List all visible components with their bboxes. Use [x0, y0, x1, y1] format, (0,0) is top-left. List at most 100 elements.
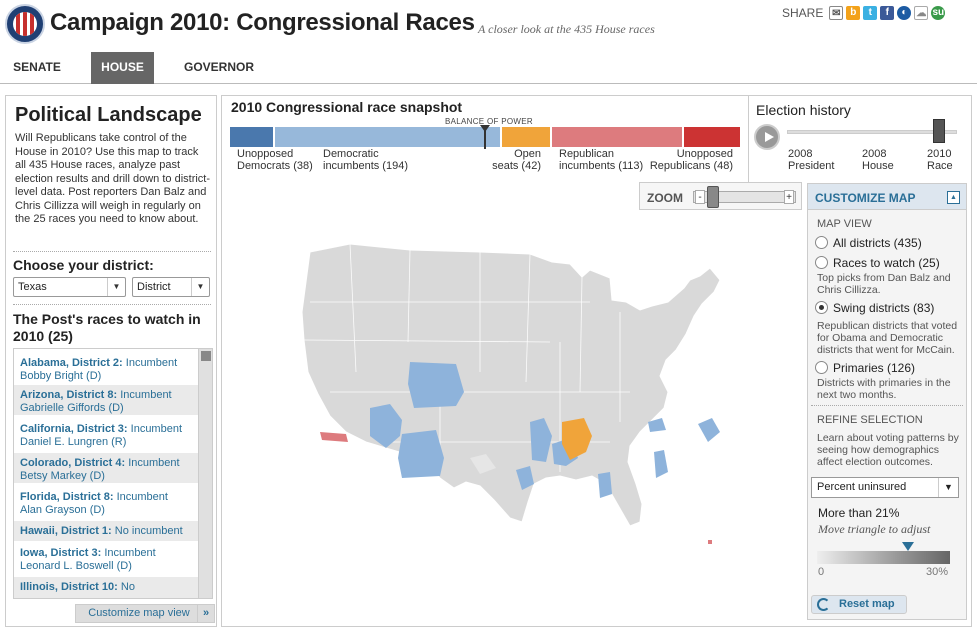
threshold-gradient-slider[interactable] [817, 551, 950, 564]
customize-map-header[interactable]: CUSTOMIZE MAP ▲ [807, 183, 967, 210]
customize-map-view-button[interactable]: Customize map view [75, 604, 203, 623]
delicious-icon[interactable]: ☁ [914, 6, 929, 20]
share-bar: SHARE ✉ b t f ◐ ☁ su [782, 6, 946, 20]
threshold-text: More than 21% [818, 506, 900, 520]
list-item[interactable]: Colorado, District 4: Incumbent Betsy Mar… [14, 453, 198, 483]
zoom-control: ZOOM - + [639, 182, 802, 210]
map-view-label: MAP VIEW [817, 218, 872, 230]
bar-democratic-incumbents[interactable] [275, 127, 500, 147]
district-southeast-swing [598, 472, 612, 498]
list-item[interactable]: Alabama, District 2: Incumbent Bobby Brig… [14, 353, 198, 383]
list-item[interactable]: Illinois, District 10: No [14, 577, 198, 598]
chevron-down-icon: ▼ [938, 478, 958, 497]
radio-primaries[interactable]: Primaries (126) [815, 361, 915, 375]
threshold-triangle-handle[interactable] [902, 542, 914, 551]
tab-governor[interactable]: GOVERNOR [183, 60, 254, 74]
race-district: Florida, District 8: [20, 491, 114, 503]
list-item[interactable]: Hawaii, District 1: No incumbent [14, 521, 198, 541]
races-scrollbar[interactable] [198, 349, 212, 598]
history-stop-2008-president[interactable]: 2008 President [788, 148, 835, 172]
race-district: Hawaii, District 1: [20, 525, 112, 537]
list-item[interactable]: Iowa, District 3: Incumbent Leonard L. Bo… [14, 543, 198, 573]
page-header: Campaign 2010: Congressional Races A clo… [0, 0, 977, 52]
us-district-map[interactable] [290, 222, 750, 562]
race-candidate: Betsy Markey (D) [20, 469, 105, 482]
race-status: Incumbent [120, 389, 172, 401]
election-history-title: Election history [756, 102, 851, 118]
reset-map-button[interactable]: Reset map [811, 595, 907, 614]
race-district: Colorado, District 4: [20, 457, 126, 469]
zoom-in-button[interactable]: + [784, 190, 794, 204]
bar-republican-incumbents[interactable] [552, 127, 682, 147]
customize-arrow-button[interactable]: » [197, 604, 215, 623]
buzz-icon[interactable]: b [846, 6, 861, 20]
history-stop-2010-race[interactable]: 2010 Race [927, 148, 953, 172]
bar-unopposed-republicans[interactable] [684, 127, 740, 147]
zoom-slider-handle[interactable] [707, 186, 719, 208]
history-stop-2008-house[interactable]: 2008 House [862, 148, 894, 172]
bar-unopposed-democrats[interactable] [230, 127, 273, 147]
chevron-down-icon: ▼ [191, 278, 209, 296]
list-item[interactable]: Florida, District 8: Incumbent Alan Grays… [14, 487, 198, 517]
page-subtitle: A closer look at the 435 House races [478, 22, 655, 36]
district-california-highlight [320, 432, 348, 442]
stumbleupon-icon[interactable]: su [931, 6, 946, 20]
district-select[interactable]: District ▼ [132, 277, 210, 297]
district-nc-swing [698, 418, 720, 442]
seg-label-dem-incumbents: Democratic incumbents (194) [323, 148, 408, 172]
range-max-label: 30% [926, 566, 949, 578]
bar-open-seats[interactable] [502, 127, 550, 147]
seg-label-unopposed-dem: Unopposed Democrats (38) [237, 148, 313, 172]
district-colorado-swing [408, 362, 464, 408]
facebook-icon[interactable]: f [880, 6, 895, 20]
race-status: Incumbent [128, 457, 180, 469]
radio-icon [815, 236, 828, 249]
races-to-watch-desc: Top picks from Dan Balz and Chris Cilliz… [817, 272, 951, 296]
divider [13, 304, 211, 305]
refine-selection-label: REFINE SELECTION [817, 414, 923, 426]
race-status: Incumbent [104, 547, 156, 559]
customize-map-panel [807, 183, 967, 620]
scroll-thumb[interactable] [201, 351, 211, 361]
radio-icon [815, 361, 828, 374]
political-landscape-panel: Political Landscape Will Republicans tak… [5, 95, 217, 627]
tab-house[interactable]: HOUSE [91, 52, 154, 84]
race-district: Arizona, District 8: [20, 389, 118, 401]
digg-icon[interactable]: ◐ [897, 6, 912, 20]
list-item[interactable]: California, District 3: Incumbent Daniel … [14, 419, 198, 449]
radio-races-to-watch[interactable]: Races to watch (25) [815, 256, 940, 270]
race-candidate: Leonard L. Boswell (D) [20, 559, 132, 572]
list-item[interactable]: Arizona, District 8: Incumbent Gabrielle … [14, 385, 198, 415]
district-nevada-swing [370, 404, 402, 448]
race-candidate: Alan Grayson (D) [20, 503, 105, 516]
range-min-label: 0 [818, 566, 825, 578]
tab-senate[interactable]: SENATE [13, 60, 61, 74]
races-list[interactable]: Alabama, District 2: Incumbent Bobby Brig… [13, 348, 213, 599]
demographic-select[interactable]: Percent uninsured ▼ [811, 477, 959, 498]
district-florida-red-dot [708, 540, 712, 544]
twitter-icon[interactable]: t [863, 6, 878, 20]
radio-swing-districts[interactable]: Swing districts (83) [815, 301, 934, 315]
radio-selected-icon [815, 301, 828, 314]
refresh-icon [817, 598, 830, 611]
history-slider-handle[interactable] [933, 119, 945, 143]
election-history-panel [748, 95, 972, 183]
divider [13, 251, 211, 252]
choose-district-label: Choose your district: [13, 257, 154, 273]
race-candidate: Bobby Bright (D) [20, 369, 102, 382]
page-title: Campaign 2010: Congressional Races [50, 9, 475, 36]
history-slider-track[interactable] [787, 130, 957, 134]
share-label: SHARE [782, 6, 824, 20]
race-status: Incumbent [130, 423, 183, 435]
radio-all-districts[interactable]: All districts (435) [815, 236, 922, 250]
state-select[interactable]: Texas ▼ [13, 277, 126, 297]
play-icon[interactable] [754, 124, 780, 150]
state-select-value: Texas [18, 281, 47, 293]
map-panel [221, 95, 972, 627]
email-icon[interactable]: ✉ [829, 6, 844, 20]
zoom-label: ZOOM [647, 191, 683, 205]
district-georgia-swing [654, 450, 668, 478]
zoom-out-button[interactable]: - [695, 190, 705, 204]
race-status: Incumbent [116, 491, 168, 503]
collapse-icon[interactable]: ▲ [947, 191, 960, 204]
